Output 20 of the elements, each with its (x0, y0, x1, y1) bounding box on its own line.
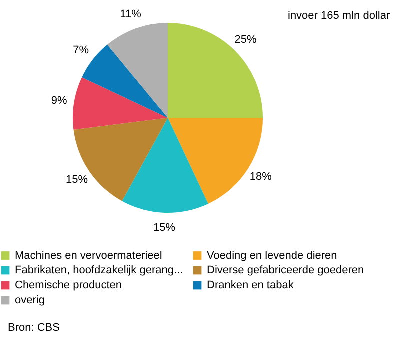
legend-label: Diverse gefabriceerde goederen (207, 264, 364, 276)
pie-slice (107, 23, 168, 118)
pie-slice (122, 118, 208, 213)
legend-label: Dranken en tabak (207, 280, 294, 292)
text: Bron: CBS (8, 322, 60, 334)
data-label: 15% (66, 174, 88, 186)
text: invoer 165 mln dollar (288, 10, 390, 22)
pie-slice (73, 78, 168, 130)
pie-slice (168, 23, 263, 118)
data-label: 15% (154, 222, 176, 234)
legend-label: overig (15, 294, 45, 306)
legend-label: Machines en vervoermaterieel (15, 250, 162, 262)
data-label: 18% (250, 170, 272, 183)
legend-label: Fabrikaten, hoofdzakelijk gerang... (15, 264, 184, 276)
data-label: 7% (73, 44, 90, 57)
data-label: 9% (51, 94, 68, 107)
legend-label: Voeding en levende dieren (207, 250, 338, 262)
data-label: 25% (234, 34, 257, 46)
data-label: 11% (120, 8, 142, 21)
legend-label: Chemische producten (15, 280, 122, 292)
